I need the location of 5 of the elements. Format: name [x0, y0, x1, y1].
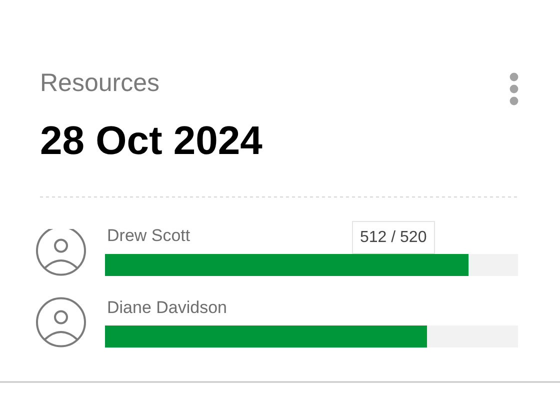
- annotation: 512 / 520: [360, 229, 427, 246]
- y-tick-label: Drew Scott: [107, 226, 190, 245]
- chart-subtitle: 28 Oct 2024: [40, 119, 264, 163]
- chart-title: Resources: [40, 68, 160, 97]
- y-tick-label: Diane Davidson: [107, 298, 228, 317]
